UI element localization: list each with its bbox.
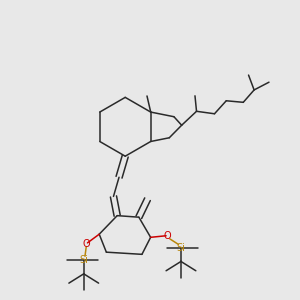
Text: Si: Si bbox=[79, 255, 88, 265]
Text: O: O bbox=[82, 239, 90, 249]
Text: O: O bbox=[164, 231, 172, 242]
Text: Si: Si bbox=[176, 242, 185, 253]
